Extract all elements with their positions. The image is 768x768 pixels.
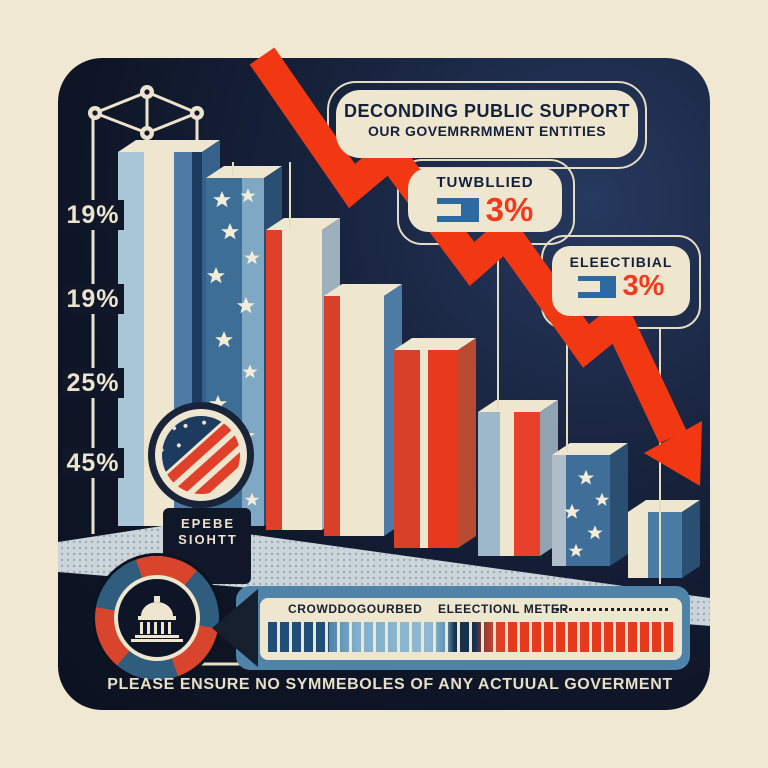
y-tick-label: 25% xyxy=(62,368,124,398)
title-line-1: DECONDING PUBLIC SUPPORT xyxy=(343,101,631,121)
donut-ring-chart xyxy=(95,556,219,680)
dotted-line xyxy=(556,608,668,611)
meter-left-arrow-icon xyxy=(212,589,258,667)
callout-label: TUWBLLIED xyxy=(436,174,534,191)
magnifier-caption-line-1: EPEBE xyxy=(180,516,236,531)
callout-label: ELEECTIBIAL xyxy=(569,254,673,270)
callout-value: 3% xyxy=(485,191,534,228)
capitol-dome-icon xyxy=(114,575,200,661)
callout-electoral: ELEECTIBIAL 3% xyxy=(552,246,690,316)
bar-8 xyxy=(628,500,700,578)
bracket-icon xyxy=(436,197,479,222)
title-line-2: OUR GOVEMRRMMENT ENTITIES xyxy=(367,123,607,139)
meter-label-left: CROWDDOGOURBED xyxy=(288,602,423,616)
magnifier-caption-line-2: SIOHTT xyxy=(178,532,238,547)
bar-4 xyxy=(324,284,402,536)
bracket-icon xyxy=(577,275,616,298)
meter-track: CROWDDOGOURBED ELEECTIONL METER xyxy=(260,598,682,660)
y-tick-label: 45% xyxy=(62,448,124,478)
star-field xyxy=(162,416,228,477)
bar-5 xyxy=(394,338,476,548)
y-tick-label: 19% xyxy=(62,200,124,230)
footer-disclaimer: PLEASE ENSURE NO SYMMEBOLES OF ANY ACTUU… xyxy=(107,676,673,693)
bar-7-stars xyxy=(552,443,628,566)
bar-6 xyxy=(478,400,558,556)
y-tick-label: 19% xyxy=(62,284,124,314)
chart-title-box: DECONDING PUBLIC SUPPORT OUR GOVEMRRMMEN… xyxy=(336,90,638,158)
callout-tumbled: TUWBLLIED 3% xyxy=(408,168,562,232)
meter-label-right: ELEECTIONL METER xyxy=(438,602,569,616)
magnifier-caption: EPEBE SIOHTT xyxy=(163,516,253,548)
magnifier-flag-badge xyxy=(148,402,254,584)
callout-value: 3% xyxy=(622,270,665,302)
declining-trend-arrow xyxy=(249,47,702,486)
meter-gradient-bars xyxy=(268,622,674,652)
arrowhead xyxy=(644,421,702,486)
